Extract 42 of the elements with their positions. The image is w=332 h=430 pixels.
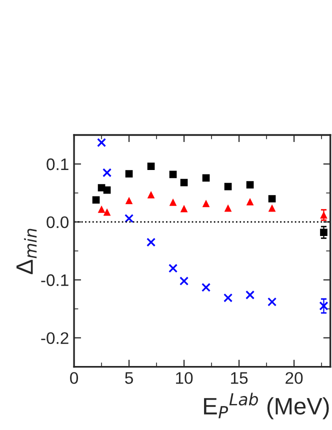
point <box>169 170 177 178</box>
point <box>224 182 232 190</box>
point <box>180 204 188 212</box>
point <box>246 198 254 206</box>
point <box>147 191 155 198</box>
point <box>268 204 276 212</box>
y-tick-label: 0.1 <box>46 158 68 170</box>
x-tick-label: 15 <box>231 372 248 384</box>
point <box>268 297 277 306</box>
point <box>103 186 111 194</box>
point <box>246 181 254 189</box>
y-axis-title: Δ$_{min}$ <box>16 228 37 274</box>
point <box>202 282 211 292</box>
point <box>180 178 188 186</box>
point <box>125 170 133 178</box>
y-tick-label: 0.0 <box>46 216 69 228</box>
point <box>224 293 233 302</box>
y-tick-label: -0.2 <box>41 332 68 344</box>
point <box>180 276 189 286</box>
point <box>146 238 156 247</box>
x-tick-label: 5 <box>125 372 133 384</box>
point <box>268 195 276 202</box>
x-axis-title: E$_{P}$$^{Lab}$ (MeV) <box>204 392 329 420</box>
point <box>169 198 177 206</box>
point <box>168 264 178 273</box>
point <box>125 196 133 204</box>
point <box>92 196 100 204</box>
point <box>98 206 106 213</box>
x-tick-label: 10 <box>176 372 193 384</box>
point <box>246 290 255 300</box>
point <box>97 138 106 148</box>
x-tick-label: 20 <box>286 372 303 384</box>
point <box>103 208 111 216</box>
point <box>224 204 232 212</box>
point <box>124 214 134 223</box>
y-tick-label: -0.1 <box>41 274 68 286</box>
point <box>102 168 112 178</box>
x-tick-label: 0 <box>70 372 78 384</box>
point <box>319 301 328 310</box>
point <box>202 200 210 208</box>
point <box>147 162 155 170</box>
point <box>202 174 210 182</box>
